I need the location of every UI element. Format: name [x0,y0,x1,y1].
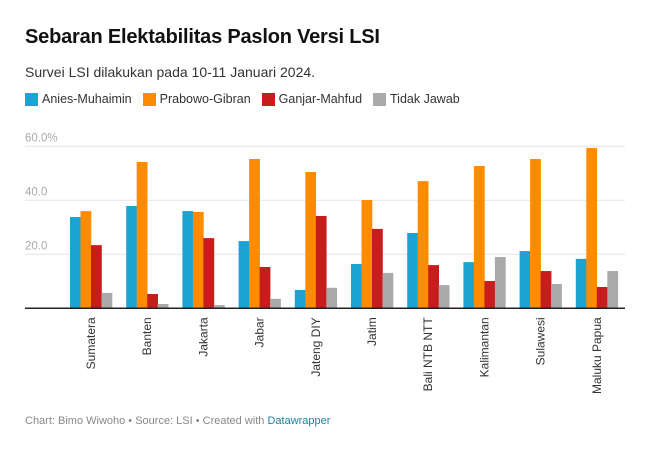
legend-swatch [373,92,387,106]
y-tick-label: 20.0 [25,240,47,252]
bar-anies-muhaimin-kalimantan [463,262,475,309]
bar-prabowo-gibran-maluku-papua [586,147,598,309]
legend-label: Anies-Muhaimin [42,92,132,106]
legend-swatch [142,92,156,106]
bar-ganjar-mahfud-maluku-papua [596,286,608,309]
bar-prabowo-gibran-jakarta [192,211,204,309]
bar-tidak-jawab-kalimantan [494,257,506,309]
bar-ganjar-mahfud-jateng-diy [315,215,327,309]
bar-anies-muhaimin-jateng-diy [294,289,306,309]
bar-ganjar-mahfud-kalimantan [484,281,496,309]
legend-swatch [261,92,275,106]
bar-prabowo-gibran-bali-ntb-ntt [417,181,429,309]
bar-prabowo-gibran-jateng-diy [305,171,317,309]
bar-ganjar-mahfud-bali-ntb-ntt [428,265,439,309]
bar-tidak-jawab-maluku-papua [607,271,619,309]
datawrapper-link[interactable]: Datawrapper [267,415,331,427]
chart-title: Sebaran Elektabilitas Paslon Versi LSI [25,26,380,48]
legend-item-tidak-jawab: Tidak Jawab [373,92,460,106]
bar-tidak-jawab-jabar [270,298,281,309]
bar-ganjar-mahfud-banten [147,293,158,309]
bar-ganjar-mahfud-sumatera [91,245,102,309]
bar-anies-muhaimin-banten [126,205,137,309]
x-tick-label: Jateng DIY [309,317,323,376]
chart-footer: Chart: Bimo Wiwoho • Source: LSI • Creat… [25,415,330,427]
legend-label: Tidak Jawab [390,92,460,106]
legend-item-ganjar-mahfud: Ganjar-Mahfud [261,92,363,106]
bar-tidak-jawab-sumatera [101,292,113,309]
x-axis-labels: Sumatera Banten Jakarta Jabar Jateng DIY Jati… [84,317,604,394]
x-tick-label: Sulawesi [534,317,548,365]
y-tick-label: 60.0% [25,132,58,144]
bar-tidak-jawab-sulawesi [551,284,562,309]
bar-tidak-jawab-bali-ntb-ntt [438,285,450,309]
x-tick-label: Bali NTB NTT [421,317,435,392]
bar-anies-muhaimin-jabar [238,241,250,309]
bar-prabowo-gibran-kalimantan [473,166,485,309]
legend: Anies-Muhaimin Prabowo-Gibran Ganjar-Mah… [25,92,471,106]
bar-tidak-jawab-jakarta [213,305,225,309]
bar-anies-muhaimin-jatim [351,264,362,309]
bar-ganjar-mahfud-sulawesi [540,271,552,309]
bar-tidak-jawab-jateng-diy [326,287,338,309]
x-tick-label: Jatim [365,317,379,346]
bar-tidak-jawab-banten [157,303,169,309]
bar-prabowo-gibran-sulawesi [530,158,541,309]
chart-subtitle: Survei LSI dilakukan pada 10-11 Januari … [25,64,316,80]
bar-anies-muhaimin-bali-ntb-ntt [407,232,418,309]
bar-ganjar-mahfud-jabar [259,266,271,309]
x-tick-label: Sumatera [84,317,98,369]
legend-swatch [25,92,38,106]
bar-ganjar-mahfud-jatim [372,228,383,309]
x-tick-label: Jakarta [196,317,210,357]
legend-item-anies-muhaimin: Anies-Muhaimin [25,92,132,106]
bar-ganjar-mahfud-jakarta [203,238,215,309]
legend-label: Ganjar-Mahfud [278,92,363,106]
bar-prabowo-gibran-banten [136,161,148,309]
y-tick-label: 40.0 [25,186,47,198]
x-tick-label: Maluku Papua [590,317,604,394]
footer-credits: Chart: Bimo Wiwoho • Source: LSI • Creat… [25,415,268,427]
bar-chart: 20.0 40.0 60.0% Sumatera Banten Jakarta Jabar… [25,132,625,394]
bar-anies-muhaimin-sumatera [70,217,81,309]
bar-tidak-jawab-jatim [382,272,394,309]
x-tick-label: Banten [140,317,154,355]
bar-anies-muhaimin-maluku-papua [575,258,587,309]
bar-prabowo-gibran-jatim [361,200,373,309]
legend-item-prabowo-gibran: Prabowo-Gibran [142,92,251,106]
legend-label: Prabowo-Gibran [159,92,251,106]
bar-anies-muhaimin-sulawesi [519,251,531,309]
bar-prabowo-gibran-sumatera [80,211,92,309]
bars [70,147,619,309]
bar-anies-muhaimin-jakarta [182,211,194,309]
bar-prabowo-gibran-jabar [249,158,260,309]
x-tick-label: Kalimantan [477,317,491,377]
x-tick-label: Jabar [253,317,267,347]
